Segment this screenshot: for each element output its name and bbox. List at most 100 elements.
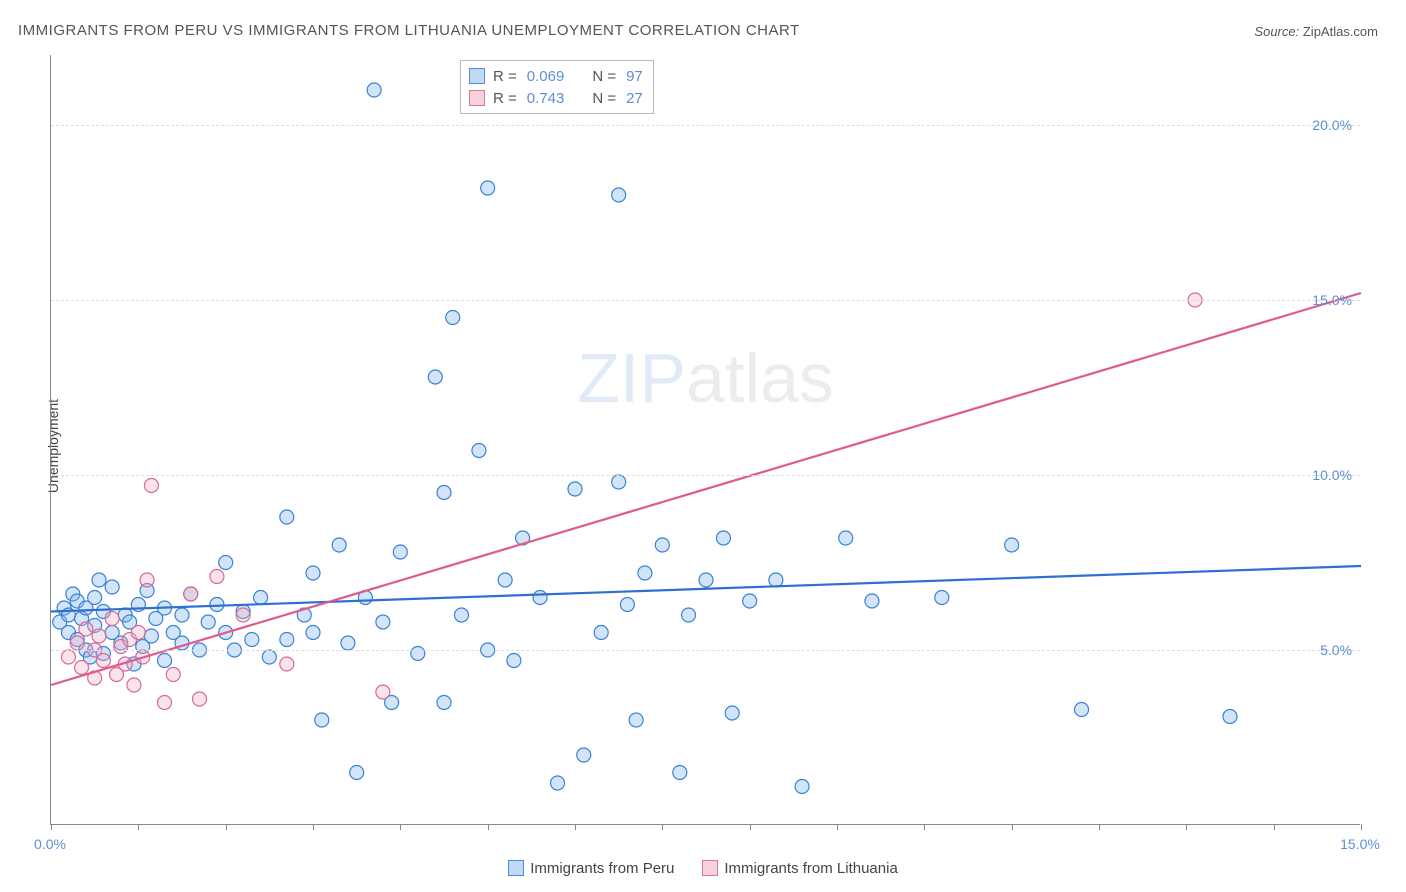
data-point [1075, 703, 1089, 717]
data-point [393, 545, 407, 559]
trend-line [51, 293, 1361, 685]
x-tick-label: 0.0% [34, 836, 66, 852]
data-point [935, 591, 949, 605]
data-point [629, 713, 643, 727]
data-point [79, 622, 93, 636]
data-point [1223, 710, 1237, 724]
data-point [96, 654, 110, 668]
data-point [350, 766, 364, 780]
data-point [367, 83, 381, 97]
data-point [498, 573, 512, 587]
source-attribution: Source: ZipAtlas.com [1254, 24, 1378, 39]
scatter-svg [51, 55, 1360, 824]
x-tick [138, 824, 139, 830]
data-point [341, 636, 355, 650]
data-point [245, 633, 259, 647]
data-point [437, 696, 451, 710]
data-point [201, 615, 215, 629]
x-tick [1186, 824, 1187, 830]
x-tick [1361, 824, 1362, 830]
x-tick [1099, 824, 1100, 830]
x-tick [924, 824, 925, 830]
data-point [481, 181, 495, 195]
r-value: 0.743 [527, 90, 565, 107]
data-point [88, 591, 102, 605]
data-point [551, 776, 565, 790]
x-tick [1274, 824, 1275, 830]
x-tick [488, 824, 489, 830]
n-value: 97 [626, 68, 643, 85]
legend-item: Immigrants from Peru [508, 860, 674, 877]
n-value: 27 [626, 90, 643, 107]
data-point [262, 650, 276, 664]
gridline [51, 650, 1360, 651]
data-point [192, 692, 206, 706]
data-point [839, 531, 853, 545]
data-point [315, 713, 329, 727]
y-tick-label: 20.0% [1312, 117, 1352, 133]
data-point [612, 188, 626, 202]
gridline [51, 300, 1360, 301]
data-point [166, 668, 180, 682]
data-point [210, 570, 224, 584]
gridline [51, 475, 1360, 476]
data-point [158, 696, 172, 710]
x-tick [750, 824, 751, 830]
r-label: R = [493, 68, 517, 85]
data-point [682, 608, 696, 622]
data-point [92, 573, 106, 587]
x-tick [575, 824, 576, 830]
r-value: 0.069 [527, 68, 565, 85]
y-tick-label: 10.0% [1312, 467, 1352, 483]
source-label: Source: [1254, 24, 1299, 39]
n-label: N = [592, 68, 616, 85]
legend-label: Immigrants from Peru [530, 860, 674, 877]
data-point [306, 626, 320, 640]
data-point [140, 573, 154, 587]
legend-correlation: R = 0.069 N = 97 R = 0.743 N = 27 [460, 60, 654, 114]
data-point [620, 598, 634, 612]
data-point [437, 486, 451, 500]
data-point [594, 626, 608, 640]
data-point [376, 615, 390, 629]
x-tick-label: 15.0% [1340, 836, 1380, 852]
data-point [446, 311, 460, 325]
data-point [673, 766, 687, 780]
x-tick [313, 824, 314, 830]
legend-row: R = 0.069 N = 97 [469, 65, 643, 87]
y-tick-label: 5.0% [1320, 642, 1352, 658]
x-tick [400, 824, 401, 830]
data-point [219, 556, 233, 570]
data-point [472, 444, 486, 458]
data-point [61, 650, 75, 664]
data-point [131, 626, 145, 640]
legend-swatch [702, 860, 718, 876]
data-point [280, 510, 294, 524]
legend-swatch [469, 90, 485, 106]
legend-series: Immigrants from Peru Immigrants from Lith… [0, 860, 1406, 881]
plot-area: ZIPatlas 5.0%10.0%15.0%20.0% [50, 55, 1360, 825]
gridline [51, 125, 1360, 126]
legend-row: R = 0.743 N = 27 [469, 87, 643, 109]
data-point [144, 629, 158, 643]
data-point [1005, 538, 1019, 552]
data-point [568, 482, 582, 496]
data-point [184, 587, 198, 601]
data-point [769, 573, 783, 587]
data-point [105, 612, 119, 626]
data-point [716, 531, 730, 545]
legend-swatch [508, 860, 524, 876]
legend-item: Immigrants from Lithuania [702, 860, 897, 877]
data-point [795, 780, 809, 794]
data-point [158, 654, 172, 668]
r-label: R = [493, 90, 517, 107]
data-point [254, 591, 268, 605]
x-tick [662, 824, 663, 830]
x-tick [51, 824, 52, 830]
data-point [865, 594, 879, 608]
data-point [306, 566, 320, 580]
chart-title: IMMIGRANTS FROM PERU VS IMMIGRANTS FROM … [18, 22, 800, 39]
n-label: N = [592, 90, 616, 107]
data-point [127, 678, 141, 692]
data-point [75, 661, 89, 675]
